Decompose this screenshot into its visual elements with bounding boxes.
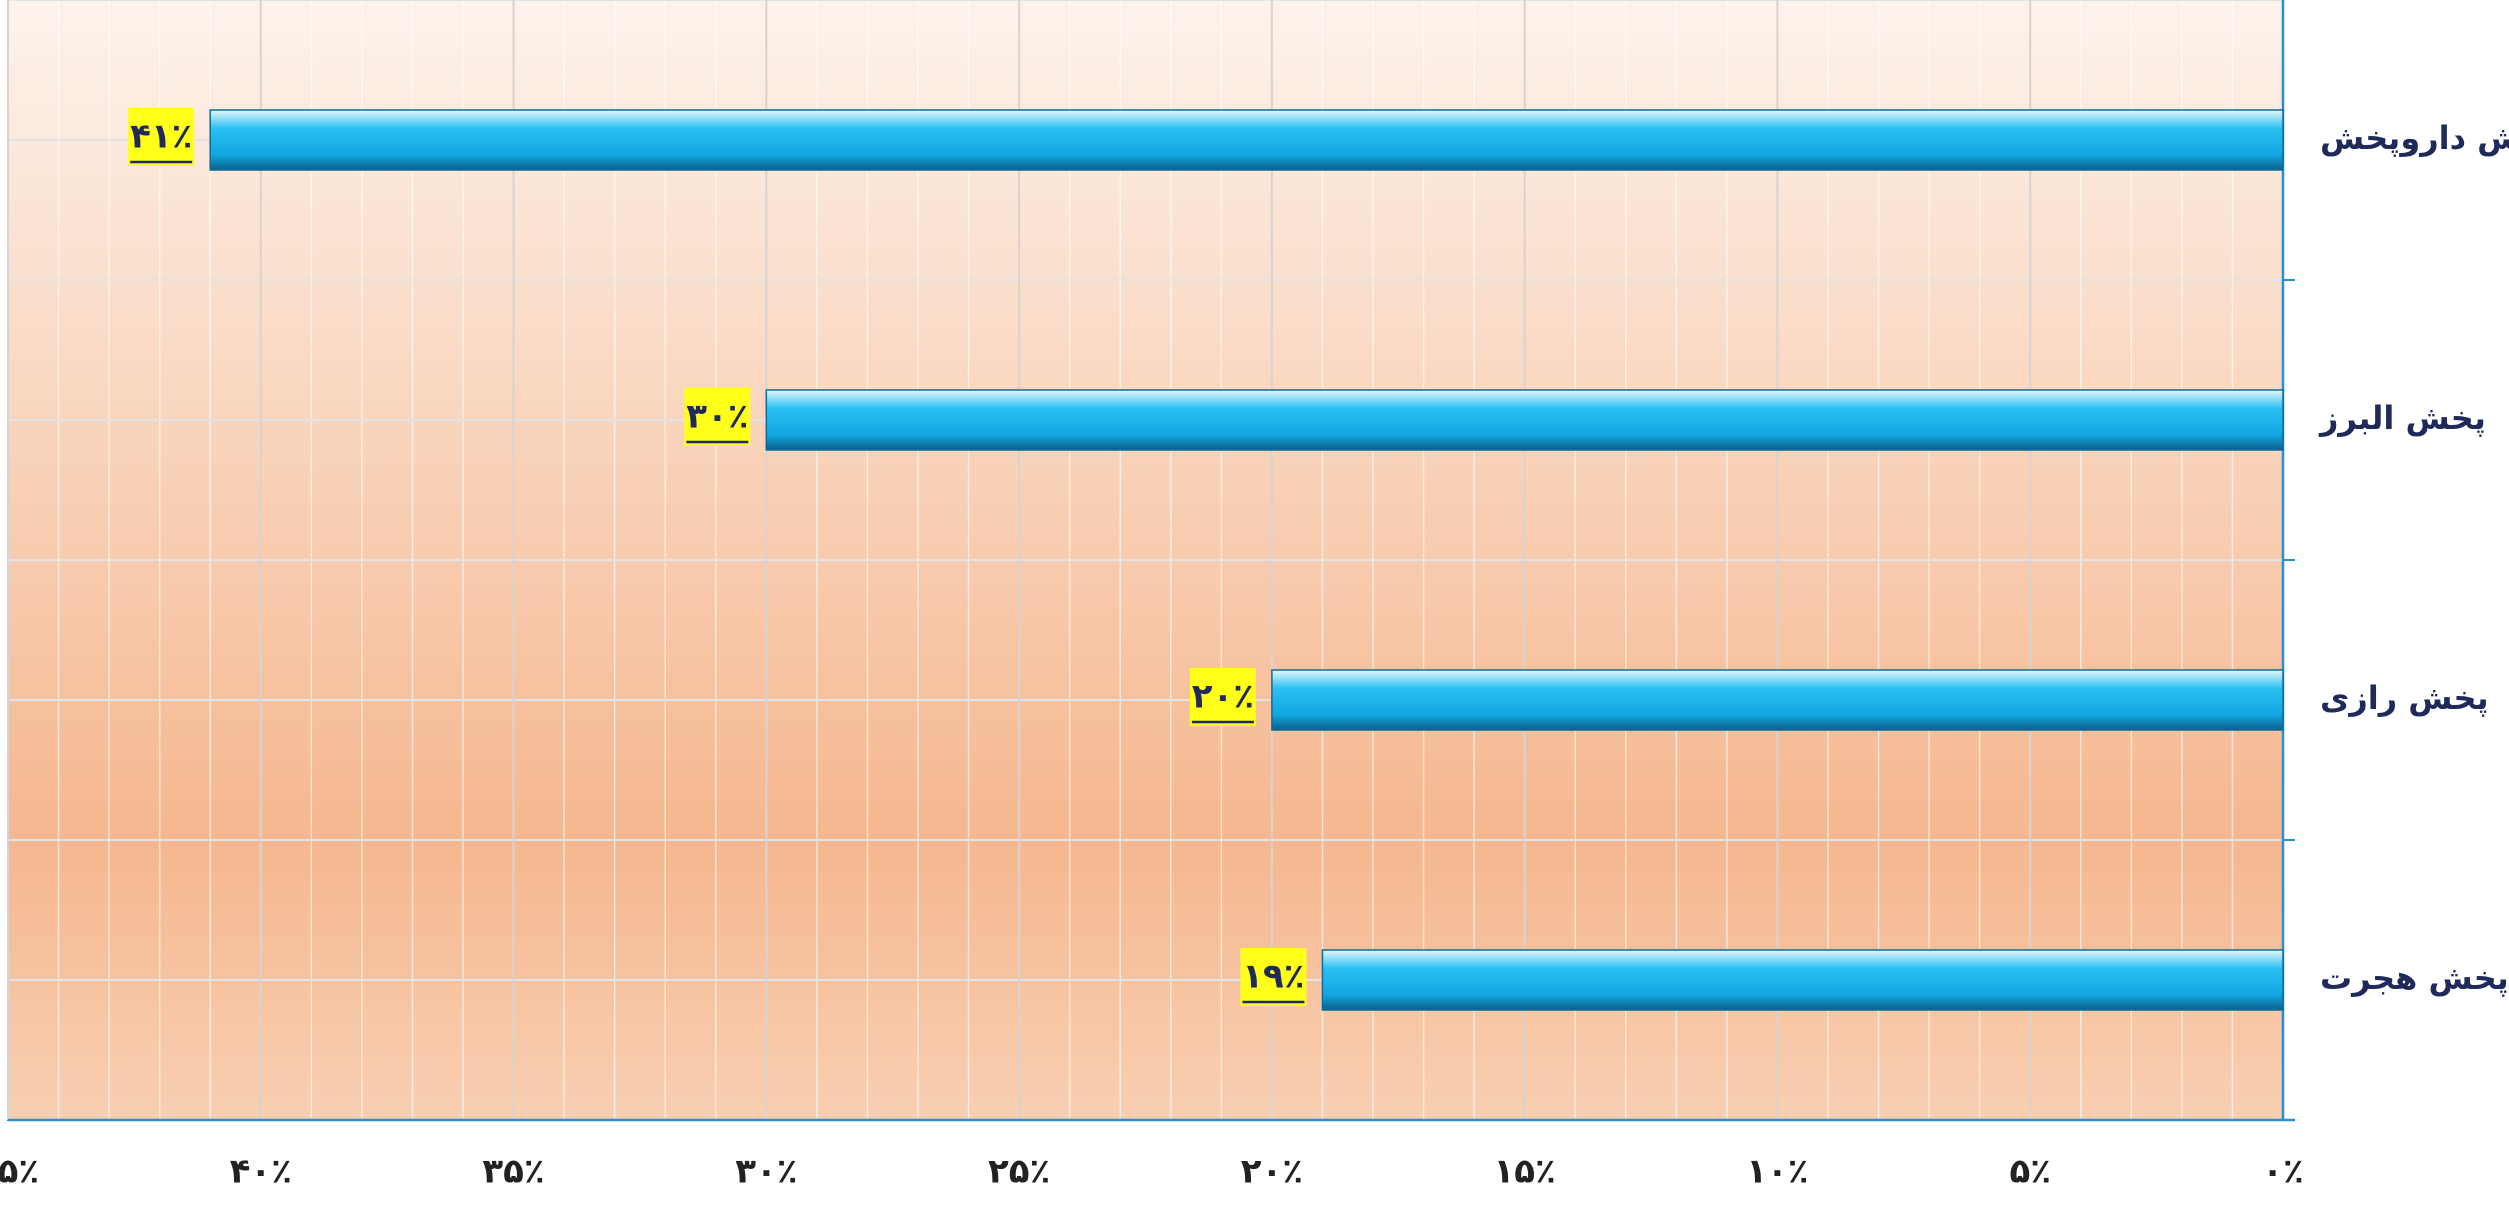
value-label: ۴۱٪ bbox=[130, 117, 192, 157]
bar bbox=[1321, 949, 2284, 1011]
value-label-bg bbox=[1240, 948, 1307, 1006]
x-tick-label: ۲۵٪ bbox=[988, 1152, 1050, 1192]
x-tick-label: ۰٪ bbox=[2262, 1152, 2304, 1192]
value-label: ۳۰٪ bbox=[686, 397, 748, 437]
x-tick-label: ۱۰٪ bbox=[1746, 1152, 1808, 1192]
bar bbox=[1271, 669, 2284, 731]
x-tick-label: ۵٪ bbox=[2009, 1152, 2051, 1192]
x-tick-label: ۳۵٪ bbox=[482, 1152, 544, 1192]
value-label-bg bbox=[128, 108, 195, 166]
y-tick-label: پخش داروپخش bbox=[2320, 119, 2509, 157]
value-label-bg bbox=[1189, 668, 1256, 726]
x-tick-label: ۴۰٪ bbox=[230, 1152, 292, 1192]
y-tick-label: پخش هجرت bbox=[2320, 959, 2509, 997]
value-label-bg bbox=[684, 388, 751, 446]
x-tick-label: ۱۵٪ bbox=[1494, 1152, 1556, 1192]
bar bbox=[209, 109, 2284, 171]
y-tick-label: پخش رازی bbox=[2320, 679, 2489, 717]
x-tick-label: ۳۰٪ bbox=[735, 1152, 797, 1192]
bar bbox=[765, 389, 2284, 451]
x-tick-label: ۴۵٪ bbox=[0, 1152, 39, 1192]
y-tick-label: پخش البرز bbox=[2318, 399, 2486, 437]
value-label: ۲۰٪ bbox=[1192, 677, 1254, 717]
value-label: ۱۹٪ bbox=[1242, 957, 1304, 997]
x-tick-label: ۲۰٪ bbox=[1241, 1152, 1303, 1192]
